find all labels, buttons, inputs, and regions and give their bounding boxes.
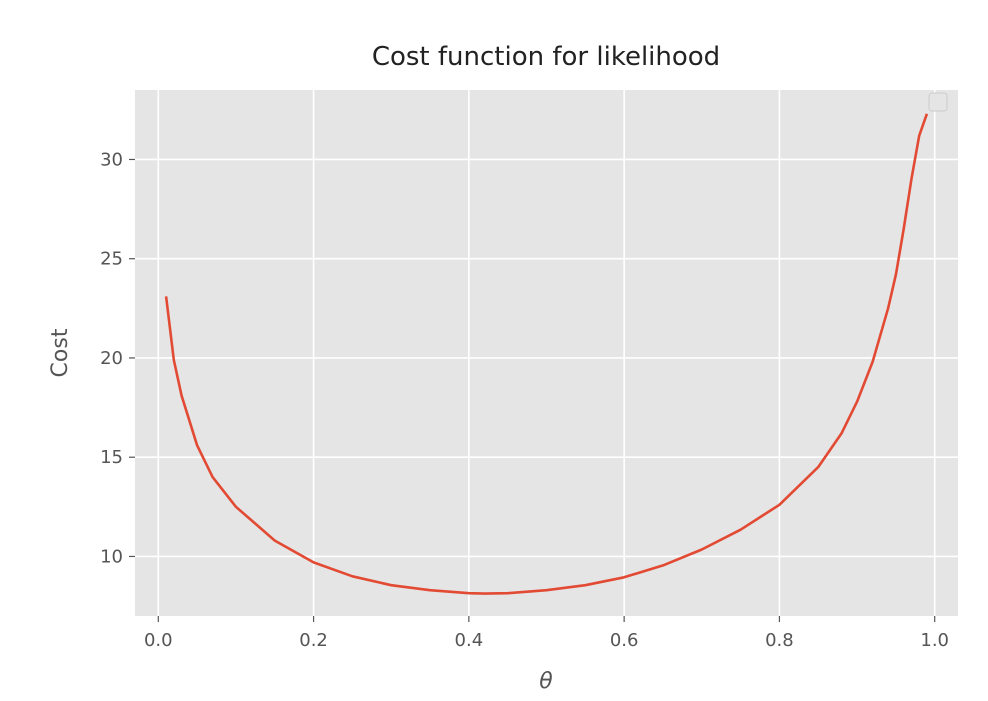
y-axis-label: Cost xyxy=(48,328,73,377)
y-tick-label: 15 xyxy=(100,447,123,468)
x-tick-label: 0.8 xyxy=(765,630,794,651)
grid xyxy=(135,90,958,616)
x-tick-label: 0.6 xyxy=(610,630,639,651)
legend-box xyxy=(928,92,948,112)
series-line xyxy=(164,113,929,595)
y-tick-label: 25 xyxy=(100,249,123,270)
x-tick-label: 1.0 xyxy=(920,630,949,651)
x-tick-label: 0.0 xyxy=(144,630,173,651)
x-axis-label: θ xyxy=(539,669,553,694)
y-tick-label: 30 xyxy=(100,149,123,170)
y-tick-label: 20 xyxy=(100,348,123,369)
chart-title: Cost function for likelihood xyxy=(372,42,720,72)
ticks: 0.0 0.2 0.4 0.6 0.8 1.0 10 15 20 25 30 xyxy=(100,149,949,651)
y-tick-label: 10 xyxy=(100,546,123,567)
series-layer xyxy=(164,113,929,595)
plot-background xyxy=(135,90,958,616)
x-tick-label: 0.4 xyxy=(455,630,484,651)
x-tick-label: 0.2 xyxy=(299,630,328,651)
